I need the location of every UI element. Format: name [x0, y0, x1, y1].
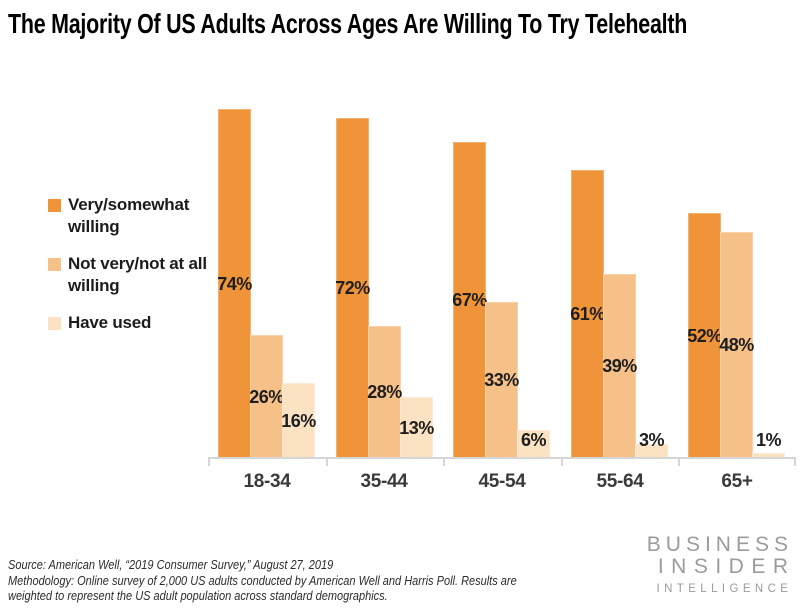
bar-value-label: 3%: [638, 430, 665, 450]
x-axis-line: [208, 457, 796, 459]
category-label: 18-34: [243, 471, 291, 492]
bar-value-label: 16%: [281, 411, 316, 431]
bar: [571, 170, 604, 458]
legend-item: Not very/not at all willing: [48, 253, 220, 297]
methodology-note: Methodology: Online survey of 2,000 US a…: [8, 574, 517, 603]
legend-item: Very/somewhat willing: [48, 194, 220, 238]
bar: [635, 444, 668, 458]
legend-item: Have used: [48, 312, 220, 334]
bar-value-label: 13%: [399, 418, 434, 438]
bar: [688, 213, 721, 458]
axis-tick: [678, 458, 680, 466]
bar-value-label: 61%: [570, 304, 605, 324]
bar: [453, 142, 486, 458]
logo-line-insider: INSIDER: [657, 555, 796, 578]
bar-value-label: 6%: [520, 430, 547, 450]
chart-title: The Majority Of US Adults Across Ages Ar…: [8, 8, 688, 39]
bar-value-label: 67%: [452, 290, 487, 310]
bar: [517, 430, 550, 458]
legend-label: Very/somewhat willing: [68, 195, 190, 236]
legend-swatch-icon: [48, 317, 61, 330]
bar-value-label: 74%: [217, 274, 252, 294]
axis-tick: [794, 458, 796, 466]
bar: [720, 232, 753, 458]
business-insider-intelligence-logo: BUSINESS INSIDER INTELLIGENCE: [647, 534, 788, 596]
legend-label: Have used: [68, 313, 152, 332]
bar-value-label: 39%: [602, 356, 637, 376]
plot-area: 74% 72% 67% 61% 52% 26% 28% 33% 39% 48% 16% 13% 6% 3%…: [208, 90, 796, 492]
logo-line-business: BUSINESS: [646, 533, 793, 556]
bar: [368, 326, 401, 458]
bar: [282, 383, 315, 458]
legend-label: Not very/not at all willing: [68, 254, 207, 295]
bar-value-label: 28%: [367, 382, 402, 402]
bar-value-label: 52%: [687, 326, 722, 346]
bar: [485, 302, 518, 458]
category-label: 45-54: [478, 471, 526, 492]
legend-swatch-icon: [48, 258, 61, 271]
logo-line-intelligence: INTELLIGENCE: [656, 583, 793, 595]
bar: [752, 453, 785, 458]
bar: [603, 274, 636, 458]
bar-value-label: 1%: [755, 430, 782, 450]
bar-value-label: 33%: [484, 370, 519, 390]
axis-tick: [561, 458, 563, 466]
axis-tick: [443, 458, 445, 466]
axis-tick: [326, 458, 328, 466]
bar: [400, 397, 433, 458]
bar-value-label: 72%: [335, 278, 370, 298]
bar: [250, 335, 283, 458]
bar: [218, 109, 251, 458]
axis-tick: [208, 458, 210, 466]
legend: Very/somewhat willing Not very/not at all…: [48, 194, 220, 349]
category-label: 35-44: [360, 471, 408, 492]
category-label: 55-64: [596, 471, 644, 492]
source-note: Source: American Well, “2019 Consumer Su…: [8, 558, 334, 572]
category-label: 65+: [721, 471, 753, 492]
bar: [336, 118, 369, 458]
legend-swatch-icon: [48, 199, 61, 212]
bar-value-label: 26%: [249, 387, 284, 407]
footer-notes: Source: American Well, “2019 Consumer Su…: [8, 558, 523, 605]
bar-value-label: 48%: [719, 335, 754, 355]
